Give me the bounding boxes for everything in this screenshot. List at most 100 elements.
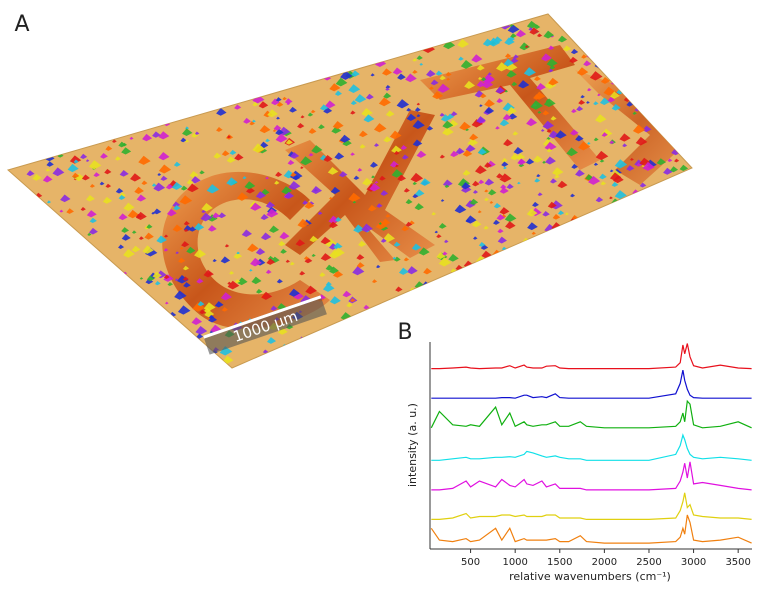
- particle: [373, 123, 387, 133]
- particle: [325, 100, 336, 109]
- particle: [622, 143, 628, 148]
- particle: [145, 247, 158, 257]
- particle: [329, 266, 339, 274]
- particle: [652, 217, 665, 227]
- particle: [381, 218, 391, 226]
- particle: [286, 102, 291, 105]
- spectrum-line: [431, 461, 752, 491]
- x-tick-label: 1000: [502, 557, 527, 568]
- particle: [121, 147, 132, 155]
- particle: [554, 174, 560, 179]
- particle: [332, 247, 345, 257]
- particle: [114, 156, 121, 161]
- particle: [334, 152, 345, 160]
- particle: [397, 73, 406, 80]
- particle: [213, 152, 222, 159]
- particle: [467, 138, 479, 147]
- particle: [499, 119, 510, 127]
- particle: [89, 217, 97, 224]
- particle: [418, 247, 430, 256]
- particle: [329, 296, 341, 305]
- particle: [122, 142, 128, 147]
- particle: [523, 67, 536, 77]
- particle: [544, 253, 556, 263]
- particle: [482, 74, 495, 85]
- particle: [191, 132, 199, 138]
- particle: [595, 114, 607, 123]
- particle: [26, 170, 35, 177]
- particle: [339, 171, 348, 178]
- particle: [346, 317, 359, 327]
- particle: [71, 172, 80, 179]
- particle: [423, 267, 432, 275]
- particle: [285, 139, 293, 145]
- particle: [183, 220, 190, 226]
- x-tick-label: 500: [461, 557, 480, 568]
- particle: [246, 186, 255, 194]
- particle: [260, 213, 269, 221]
- particle: [119, 169, 129, 177]
- particle: [307, 112, 314, 117]
- particle: [318, 124, 325, 130]
- particle: [716, 220, 724, 226]
- particle: [255, 191, 267, 199]
- particle: [432, 91, 444, 100]
- particle: [334, 90, 343, 96]
- particle: [331, 325, 342, 333]
- particle: [416, 114, 421, 118]
- particle: [468, 291, 476, 297]
- particle: [163, 274, 174, 282]
- particle: [174, 290, 187, 300]
- particle: [185, 126, 190, 130]
- particle: [537, 192, 543, 197]
- particle: [385, 110, 395, 117]
- particle: [576, 67, 589, 76]
- particle: [372, 279, 378, 284]
- particle: [431, 211, 437, 216]
- particle: [410, 172, 424, 183]
- particle: [610, 91, 620, 99]
- particle: [488, 189, 497, 196]
- particle: [723, 182, 728, 186]
- particle: [304, 257, 313, 264]
- particle: [677, 181, 687, 189]
- particle: [632, 233, 641, 240]
- particle: [221, 150, 230, 157]
- particle: [412, 58, 418, 62]
- particle: [546, 128, 552, 133]
- particle: [639, 182, 647, 188]
- particle: [32, 173, 42, 181]
- particle: [480, 244, 489, 250]
- particle: [575, 135, 584, 142]
- particle: [465, 200, 476, 208]
- particle: [383, 92, 392, 99]
- particle: [362, 177, 373, 186]
- particle: [273, 124, 282, 131]
- particle: [681, 145, 689, 152]
- spectrum-line: [431, 492, 752, 520]
- particle: [279, 231, 290, 240]
- particle: [544, 260, 550, 265]
- particle: [233, 252, 243, 259]
- particle: [121, 234, 131, 241]
- particle: [465, 128, 470, 132]
- particle: [593, 162, 599, 166]
- particle: [297, 123, 305, 129]
- particle: [642, 229, 648, 234]
- particle: [448, 253, 459, 262]
- particle: [557, 35, 568, 43]
- particle: [457, 38, 470, 48]
- particle: [626, 238, 639, 249]
- particle: [544, 141, 557, 151]
- spectrum-line: [431, 343, 752, 370]
- particle: [487, 72, 492, 76]
- particle: [580, 94, 585, 99]
- particle: [165, 183, 174, 190]
- particle: [730, 182, 734, 185]
- particle: [157, 173, 162, 176]
- particle: [465, 218, 471, 223]
- particle: [442, 127, 454, 136]
- particle: [504, 89, 509, 93]
- particle: [547, 201, 557, 209]
- particle: [479, 104, 483, 107]
